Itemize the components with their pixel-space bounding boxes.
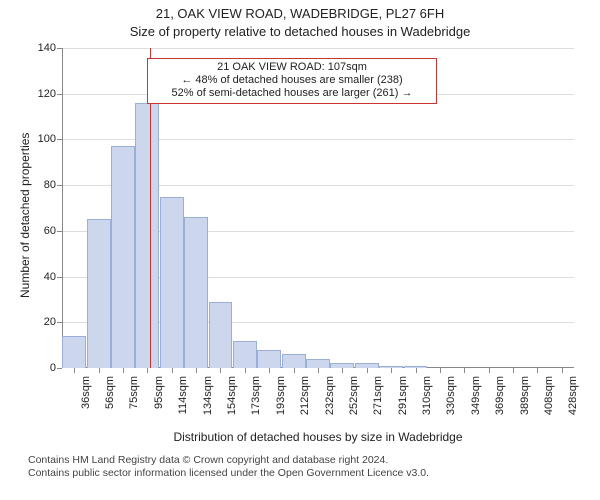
x-tick-label: 212sqm [299,376,311,424]
x-tick-label: 271sqm [372,376,384,424]
histogram-bar [233,341,257,368]
histogram-bar [282,354,306,368]
x-tick [196,368,197,373]
histogram-bar [184,217,208,368]
x-tick-label: 134sqm [202,376,214,424]
address-title: 21, OAK VIEW ROAD, WADEBRIDGE, PL27 6FH [0,6,600,21]
y-tick-label: 20 [44,316,62,328]
x-tick-label: 173sqm [250,376,262,424]
footer-line: Contains public sector information licen… [28,467,429,480]
y-tick-label: 120 [38,88,62,100]
x-tick [99,368,100,373]
y-tick-label: 0 [50,362,62,374]
histogram-bar [111,146,135,368]
x-tick [294,368,295,373]
x-tick-label: 36sqm [80,376,92,424]
x-tick-label: 369sqm [494,376,506,424]
annotation-box: 21 OAK VIEW ROAD: 107sqm← 48% of detache… [147,58,437,104]
x-tick-label: 114sqm [177,376,189,424]
x-tick-label: 291sqm [397,376,409,424]
y-tick-label: 140 [38,42,62,54]
y-axis-line [62,48,63,368]
x-tick [342,368,343,373]
x-tick [391,368,392,373]
x-tick [513,368,514,373]
x-tick [440,368,441,373]
x-tick [147,368,148,373]
x-tick-label: 310sqm [421,376,433,424]
x-tick-label: 389sqm [519,376,531,424]
histogram-bar [209,302,233,368]
x-tick [416,368,417,373]
footer-line: Contains HM Land Registry data © Crown c… [28,454,429,467]
histogram-bar [135,103,159,368]
x-tick [123,368,124,373]
x-tick-label: 56sqm [104,376,116,424]
annotation-line: 52% of semi-detached houses are larger (… [152,87,432,100]
x-tick [537,368,538,373]
histogram-bar [306,359,330,368]
x-tick-label: 408sqm [543,376,555,424]
x-tick-label: 95sqm [153,376,165,424]
chart-subtitle: Size of property relative to detached ho… [0,24,600,39]
x-tick-label: 330sqm [445,376,457,424]
x-tick-label: 154sqm [226,376,238,424]
x-axis-label: Distribution of detached houses by size … [62,430,574,444]
x-tick [367,368,368,373]
footer-attribution: Contains HM Land Registry data © Crown c… [28,454,429,480]
chart-plot-area: 02040608010012014036sqm56sqm75sqm95sqm11… [62,48,574,368]
x-tick-label: 75sqm [128,376,140,424]
annotation-line: 21 OAK VIEW ROAD: 107sqm [152,61,432,74]
x-tick-label: 349sqm [470,376,482,424]
y-gridline [62,48,574,49]
x-tick [172,368,173,373]
histogram-bar [160,197,184,368]
histogram-bar [62,336,86,368]
y-tick-label: 60 [44,225,62,237]
x-tick [562,368,563,373]
y-tick-label: 40 [44,271,62,283]
x-tick-label: 428sqm [567,376,579,424]
y-axis-label: Number of detached properties [18,133,32,298]
x-tick-label: 252sqm [348,376,360,424]
y-tick-label: 100 [38,133,62,145]
x-tick [318,368,319,373]
x-tick [489,368,490,373]
annotation-line: ← 48% of detached houses are smaller (23… [152,74,432,87]
x-tick-label: 193sqm [275,376,287,424]
x-tick [245,368,246,373]
histogram-bar [87,219,111,368]
histogram-bar [257,350,281,368]
x-tick [220,368,221,373]
x-tick [464,368,465,373]
x-tick-label: 232sqm [324,376,336,424]
x-tick [269,368,270,373]
y-tick-label: 80 [44,179,62,191]
x-tick [74,368,75,373]
